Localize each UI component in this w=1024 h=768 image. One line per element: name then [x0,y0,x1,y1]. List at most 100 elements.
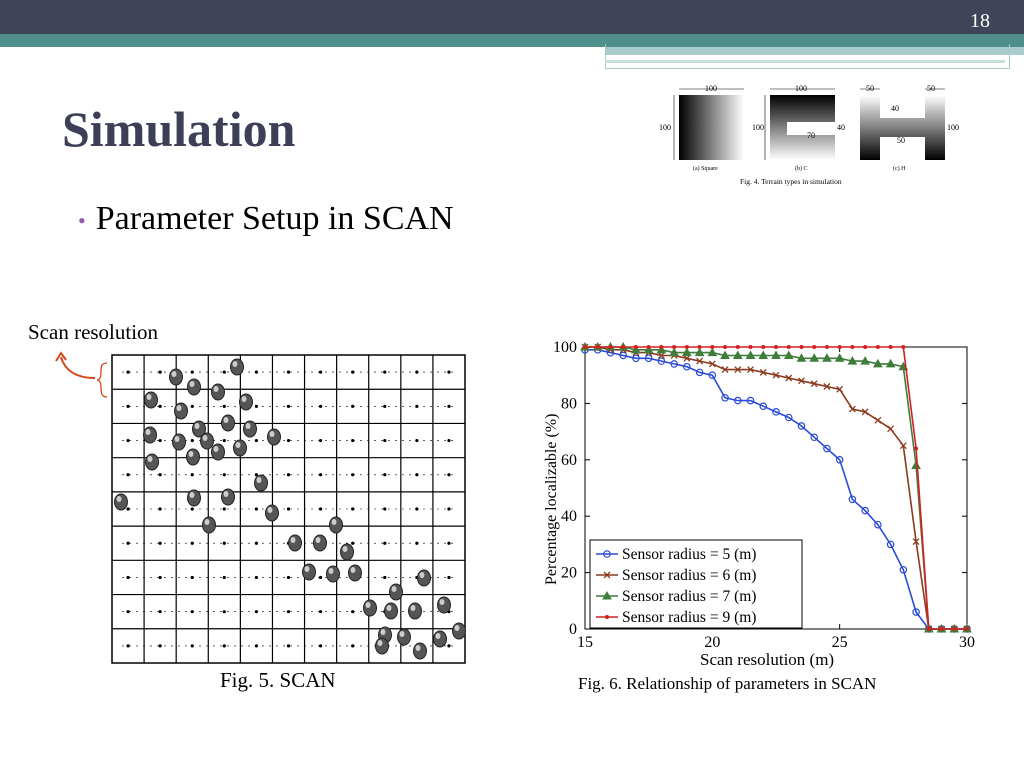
data-point [670,360,678,368]
data-point [912,538,920,546]
sensor-highlight [419,572,425,578]
sensor-highlight [267,507,273,513]
scan-path-dot [383,575,387,580]
data-point [899,565,908,574]
scan-path-dot [158,610,162,614]
sensor-highlight [213,386,219,392]
scan-path-dot [222,575,226,580]
data-point [657,352,665,359]
scan-path-dot [126,610,130,614]
data-point [822,353,832,362]
data-point [850,345,855,349]
sensor-highlight [204,519,210,525]
sensor-node [254,474,268,492]
scan-path-dot [286,438,291,443]
sensor-highlight [223,417,229,423]
data-point [682,347,692,357]
y-tick-label: 80 [561,395,577,412]
data-point [899,442,907,450]
data-point [748,345,753,349]
scan-path-dot [447,541,451,545]
x-tick-label: 20 [704,634,720,651]
scan-path-dot [383,438,387,443]
scan-path-dot [318,370,323,374]
scan-path-dot [286,575,291,580]
data-point [669,347,679,357]
scan-resolution-label: Scan resolution [28,320,159,344]
dim-label: 40 [837,123,845,132]
sensor-highlight [439,599,445,605]
scan-path-dot [318,610,323,614]
sensor-node [389,583,403,601]
sensor-highlight [189,381,195,387]
sensor-highlight [232,361,238,367]
terrain-c [770,95,835,160]
data-point [672,345,677,349]
dim-label: 100 [659,123,671,132]
sensor-node [221,414,235,432]
dim-label: 70 [807,131,815,140]
sensor-node [144,391,158,409]
scan-path-dot [286,507,291,511]
bullet-text: Parameter Setup in SCAN [95,200,454,237]
data-point [695,368,704,377]
x-tick-label: 30 [959,634,975,651]
legend-box [589,539,803,629]
sensor-node [348,564,362,582]
data-point [887,425,895,433]
sensor-highlight [342,546,348,552]
data-point [873,358,883,368]
sensor-highlight [145,429,151,435]
data-point [721,393,729,402]
sensor-node [417,569,431,587]
y-tick-label: 40 [561,508,577,525]
sensor-highlight [350,567,356,573]
sensor-highlight [290,537,296,543]
data-point [583,345,587,349]
sub-caption-c: (c) H [893,165,906,172]
scan-path-dot [351,438,355,443]
scan-path-dot [447,370,451,374]
grid-border [111,354,466,664]
sensor-highlight [189,492,195,498]
sensor-node [384,602,398,620]
legend: Sensor radius = 5 (m) Sensor radius = 6 (… [589,539,803,629]
sensor-node [326,565,340,583]
line-chart: 15 20 25 30 0 20 40 60 80 100 Percentage localiza… [543,339,975,693]
sensor-node [408,602,422,620]
scan-path-dot [222,507,226,511]
scan-path-dot [318,404,323,408]
sensor-node [413,642,427,660]
data-point [774,345,778,349]
sensor-node [452,622,466,640]
sensor-highlight [213,446,219,452]
legend-label: Sensor radius = 6 (m) [622,567,756,584]
data-point [659,345,664,349]
sensor-highlight [174,436,180,442]
data-point [952,627,957,631]
sensor-node [340,543,354,561]
scan-path-dot [158,370,162,374]
data-point [796,353,807,362]
data-point [810,433,819,442]
sensor-highlight [435,633,441,639]
data-point [772,371,780,379]
series-group [580,341,972,633]
scan-path-dot [222,541,226,545]
dim-label: 50 [897,136,905,145]
sensor-node [230,358,244,376]
data-point [847,356,858,365]
scan-path-dot [351,507,355,511]
sensor-node [243,420,257,438]
data-point [735,345,740,349]
scan-path-dot [158,404,162,408]
data-point [657,357,666,365]
data-point [608,345,613,349]
arrowhead-icon [55,351,67,362]
sensor-highlight [176,405,182,411]
scan-path-dot [158,473,162,477]
sensor-highlight [365,602,371,608]
scan-path-dot [158,575,162,580]
scan-path-dot [158,644,162,648]
sensor-node [202,516,216,534]
